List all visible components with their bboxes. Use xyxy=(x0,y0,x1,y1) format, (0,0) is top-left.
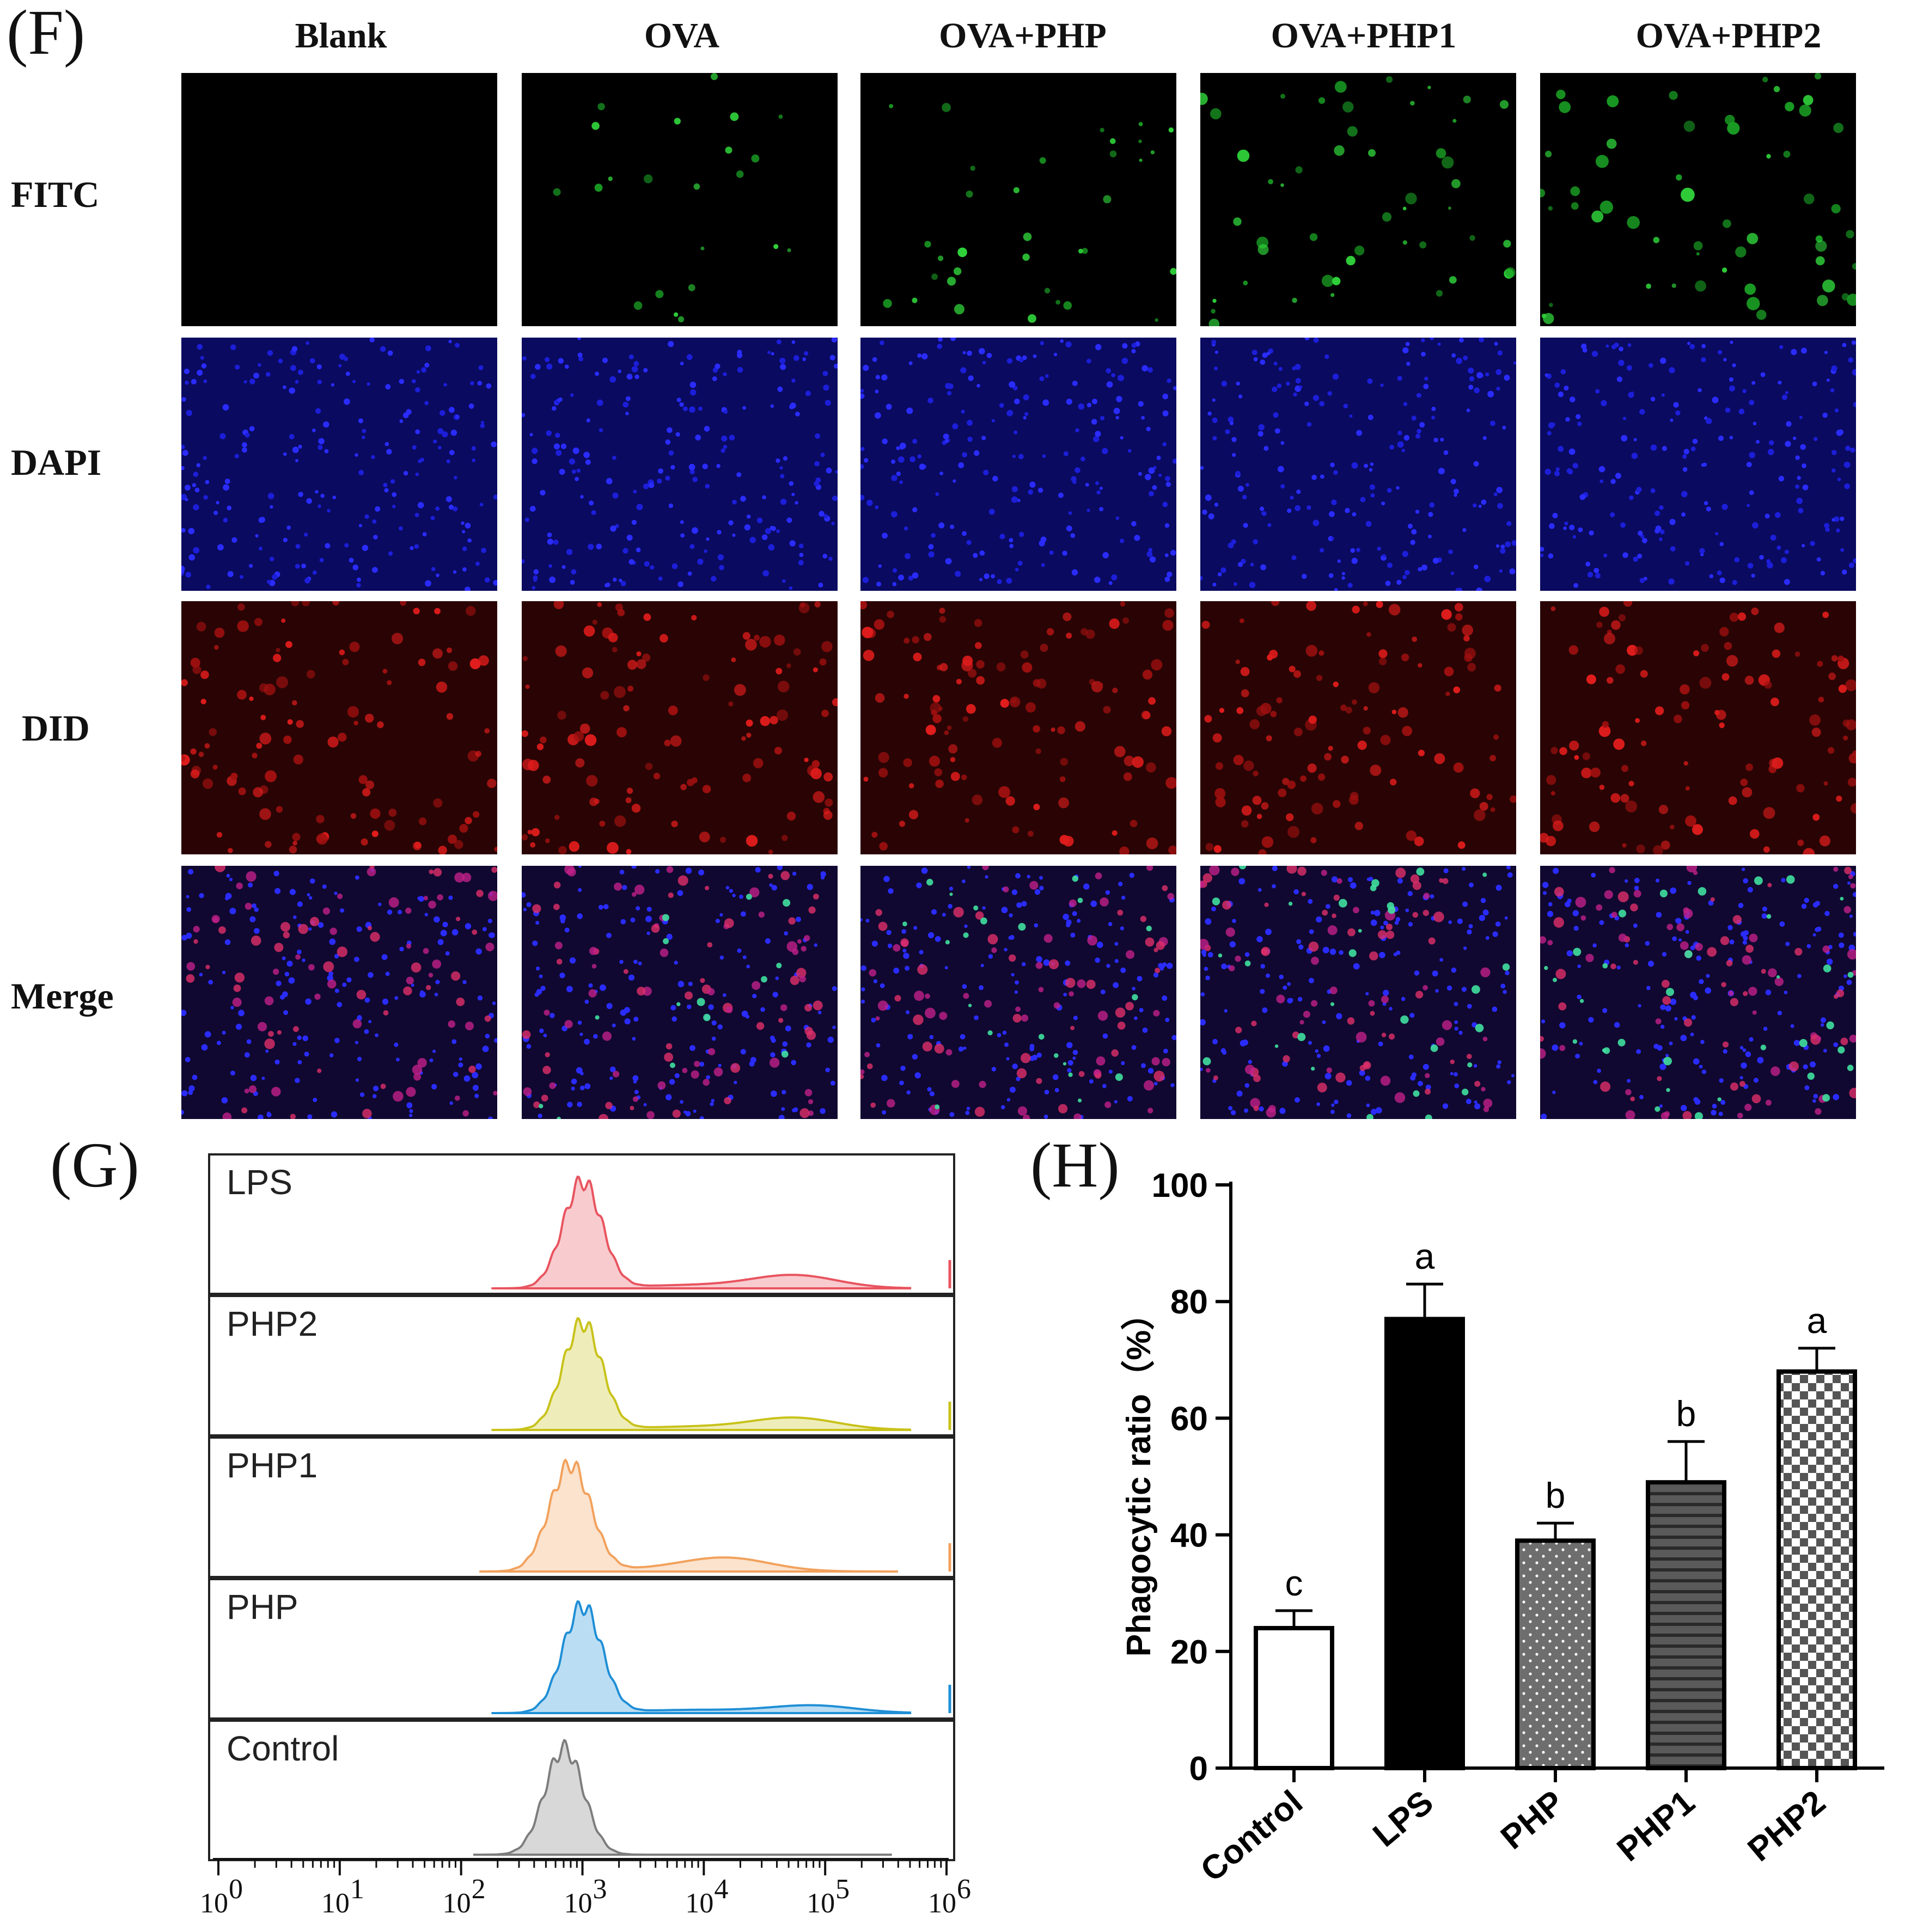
bar-php1 xyxy=(1646,1480,1726,1770)
histogram-label-lps: LPS xyxy=(227,1163,292,1202)
histogram-control xyxy=(473,1739,892,1856)
micrograph-fitc-ova-php2 xyxy=(1540,73,1856,326)
micrograph-fitc-ova-php1 xyxy=(1200,73,1516,326)
micrograph-dapi-ova-php2 xyxy=(1540,338,1856,591)
phagocytic-bar-chart: 0 20 40 60 80 100 Phagocytic ratio（%） c Control a… xyxy=(1120,1167,1884,1890)
bar-significance-letter: a xyxy=(1807,1300,1827,1341)
row-label-merge: Merge xyxy=(11,975,114,1017)
panel-label-g: (G) xyxy=(50,1129,139,1201)
bar-y-tick-label: 80 xyxy=(1170,1283,1208,1321)
row-label-did: DID xyxy=(22,707,90,749)
histogram-tick-exponent: 2 xyxy=(472,1874,486,1905)
micrograph-dapi-ova xyxy=(522,338,838,591)
histogram-row-php: PHP xyxy=(208,1578,955,1720)
micrograph-dapi-ova-php xyxy=(860,338,1176,591)
histogram-tick-exponent: 1 xyxy=(350,1874,364,1905)
histogram-tick-label: 10 xyxy=(928,1888,956,1919)
histogram-php2 xyxy=(491,1317,951,1431)
bar-y-tick-label: 40 xyxy=(1170,1517,1208,1555)
bar-y-tick-label: 60 xyxy=(1170,1400,1208,1438)
histogram-tick-label: 10 xyxy=(321,1888,350,1919)
panel-label-f: (F) xyxy=(7,0,86,68)
bar-category-label: Control xyxy=(1194,1783,1310,1890)
bar-category-label: PHP1 xyxy=(1610,1783,1702,1869)
histogram-label-php1: PHP1 xyxy=(227,1446,318,1485)
histogram-tick-exponent: 0 xyxy=(229,1874,243,1905)
histogram-tick-exponent: 5 xyxy=(835,1874,850,1905)
histogram-tick-exponent: 4 xyxy=(714,1874,728,1905)
histogram-row-control: Control xyxy=(208,1720,955,1861)
histogram-php xyxy=(491,1600,951,1714)
histogram-php1 xyxy=(479,1458,951,1573)
micrograph-merge-ova-php2 xyxy=(1540,866,1856,1119)
micrograph-fitc-ova xyxy=(522,73,838,326)
histogram-curve-control xyxy=(473,1739,892,1856)
micrograph-did-ova-php1 xyxy=(1200,601,1516,854)
histogram-row-lps: LPS xyxy=(208,1153,955,1295)
histogram-label-control: Control xyxy=(227,1729,339,1768)
bar-significance-letter: b xyxy=(1676,1393,1696,1434)
bar-significance-letter: b xyxy=(1546,1475,1566,1515)
bar-significance-letter: c xyxy=(1285,1563,1303,1603)
histogram-tick-label: 10 xyxy=(807,1888,835,1919)
column-label-ova-php2: OVA+PHP2 xyxy=(1635,16,1822,56)
bar-significance-letter: a xyxy=(1415,1236,1435,1276)
micrograph-did-ova xyxy=(522,601,838,854)
bar-lps xyxy=(1384,1317,1465,1770)
histogram-label-php2: PHP2 xyxy=(227,1304,318,1343)
bar-category-label: PHP2 xyxy=(1741,1783,1833,1869)
panel-label-h: (H) xyxy=(1030,1129,1120,1201)
bar-php xyxy=(1515,1538,1596,1770)
bar-category-label: PHP xyxy=(1494,1783,1571,1857)
bar-y-tick-label: 20 xyxy=(1170,1634,1208,1671)
histogram-tick-exponent: 6 xyxy=(957,1874,971,1905)
bar-y-tick-label: 100 xyxy=(1152,1167,1208,1205)
micrograph-did-blank xyxy=(181,601,497,854)
histogram-curve-lps xyxy=(491,1175,912,1289)
histogram-curve-php xyxy=(491,1600,912,1714)
histogram-row-php1: PHP1 xyxy=(208,1436,955,1578)
bar-y-tick-label: 0 xyxy=(1189,1750,1208,1788)
column-label-blank: Blank xyxy=(295,16,387,56)
histogram-tick-label: 10 xyxy=(443,1888,471,1919)
column-label-ova-php: OVA+PHP xyxy=(939,16,1107,56)
micrograph-did-ova-php xyxy=(860,601,1176,854)
micrograph-merge-ova-php1 xyxy=(1200,866,1516,1119)
bar-control xyxy=(1254,1625,1334,1771)
histogram-tick-label: 10 xyxy=(200,1888,228,1919)
histogram-label-php: PHP xyxy=(227,1587,298,1627)
row-label-dapi: DAPI xyxy=(11,442,102,483)
column-label-ova-php1: OVA+PHP1 xyxy=(1271,16,1457,56)
bar-php2 xyxy=(1776,1369,1857,1771)
bar-category-label: LPS xyxy=(1366,1783,1440,1854)
histogram-curve-php2 xyxy=(491,1317,912,1431)
micrograph-dapi-blank xyxy=(181,338,497,591)
micrograph-merge-blank xyxy=(181,866,497,1119)
micrograph-fitc-blank xyxy=(181,73,497,326)
micrograph-did-ova-php2 xyxy=(1540,601,1856,854)
micrograph-merge-ova xyxy=(522,866,838,1119)
row-label-fitc: FITC xyxy=(11,174,100,215)
micrograph-merge-ova-php xyxy=(860,866,1176,1119)
histogram-tick-label: 10 xyxy=(685,1888,713,1919)
histogram-lps xyxy=(491,1175,951,1289)
histogram-x-axis: 10 0 10 1 10 2 10 3 10 4 10 5 10 6 xyxy=(200,1858,971,1919)
bar-y-axis-label: Phagocytic ratio（%） xyxy=(1120,1297,1158,1656)
micrograph-dapi-ova-php1 xyxy=(1200,338,1516,591)
histogram-curve-php1 xyxy=(479,1458,898,1573)
histogram-tick-label: 10 xyxy=(564,1888,593,1919)
micrograph-fitc-ova-php xyxy=(860,73,1176,326)
column-label-ova: OVA xyxy=(644,16,720,56)
histogram-tick-exponent: 3 xyxy=(593,1874,607,1905)
histogram-row-php2: PHP2 xyxy=(208,1295,955,1436)
